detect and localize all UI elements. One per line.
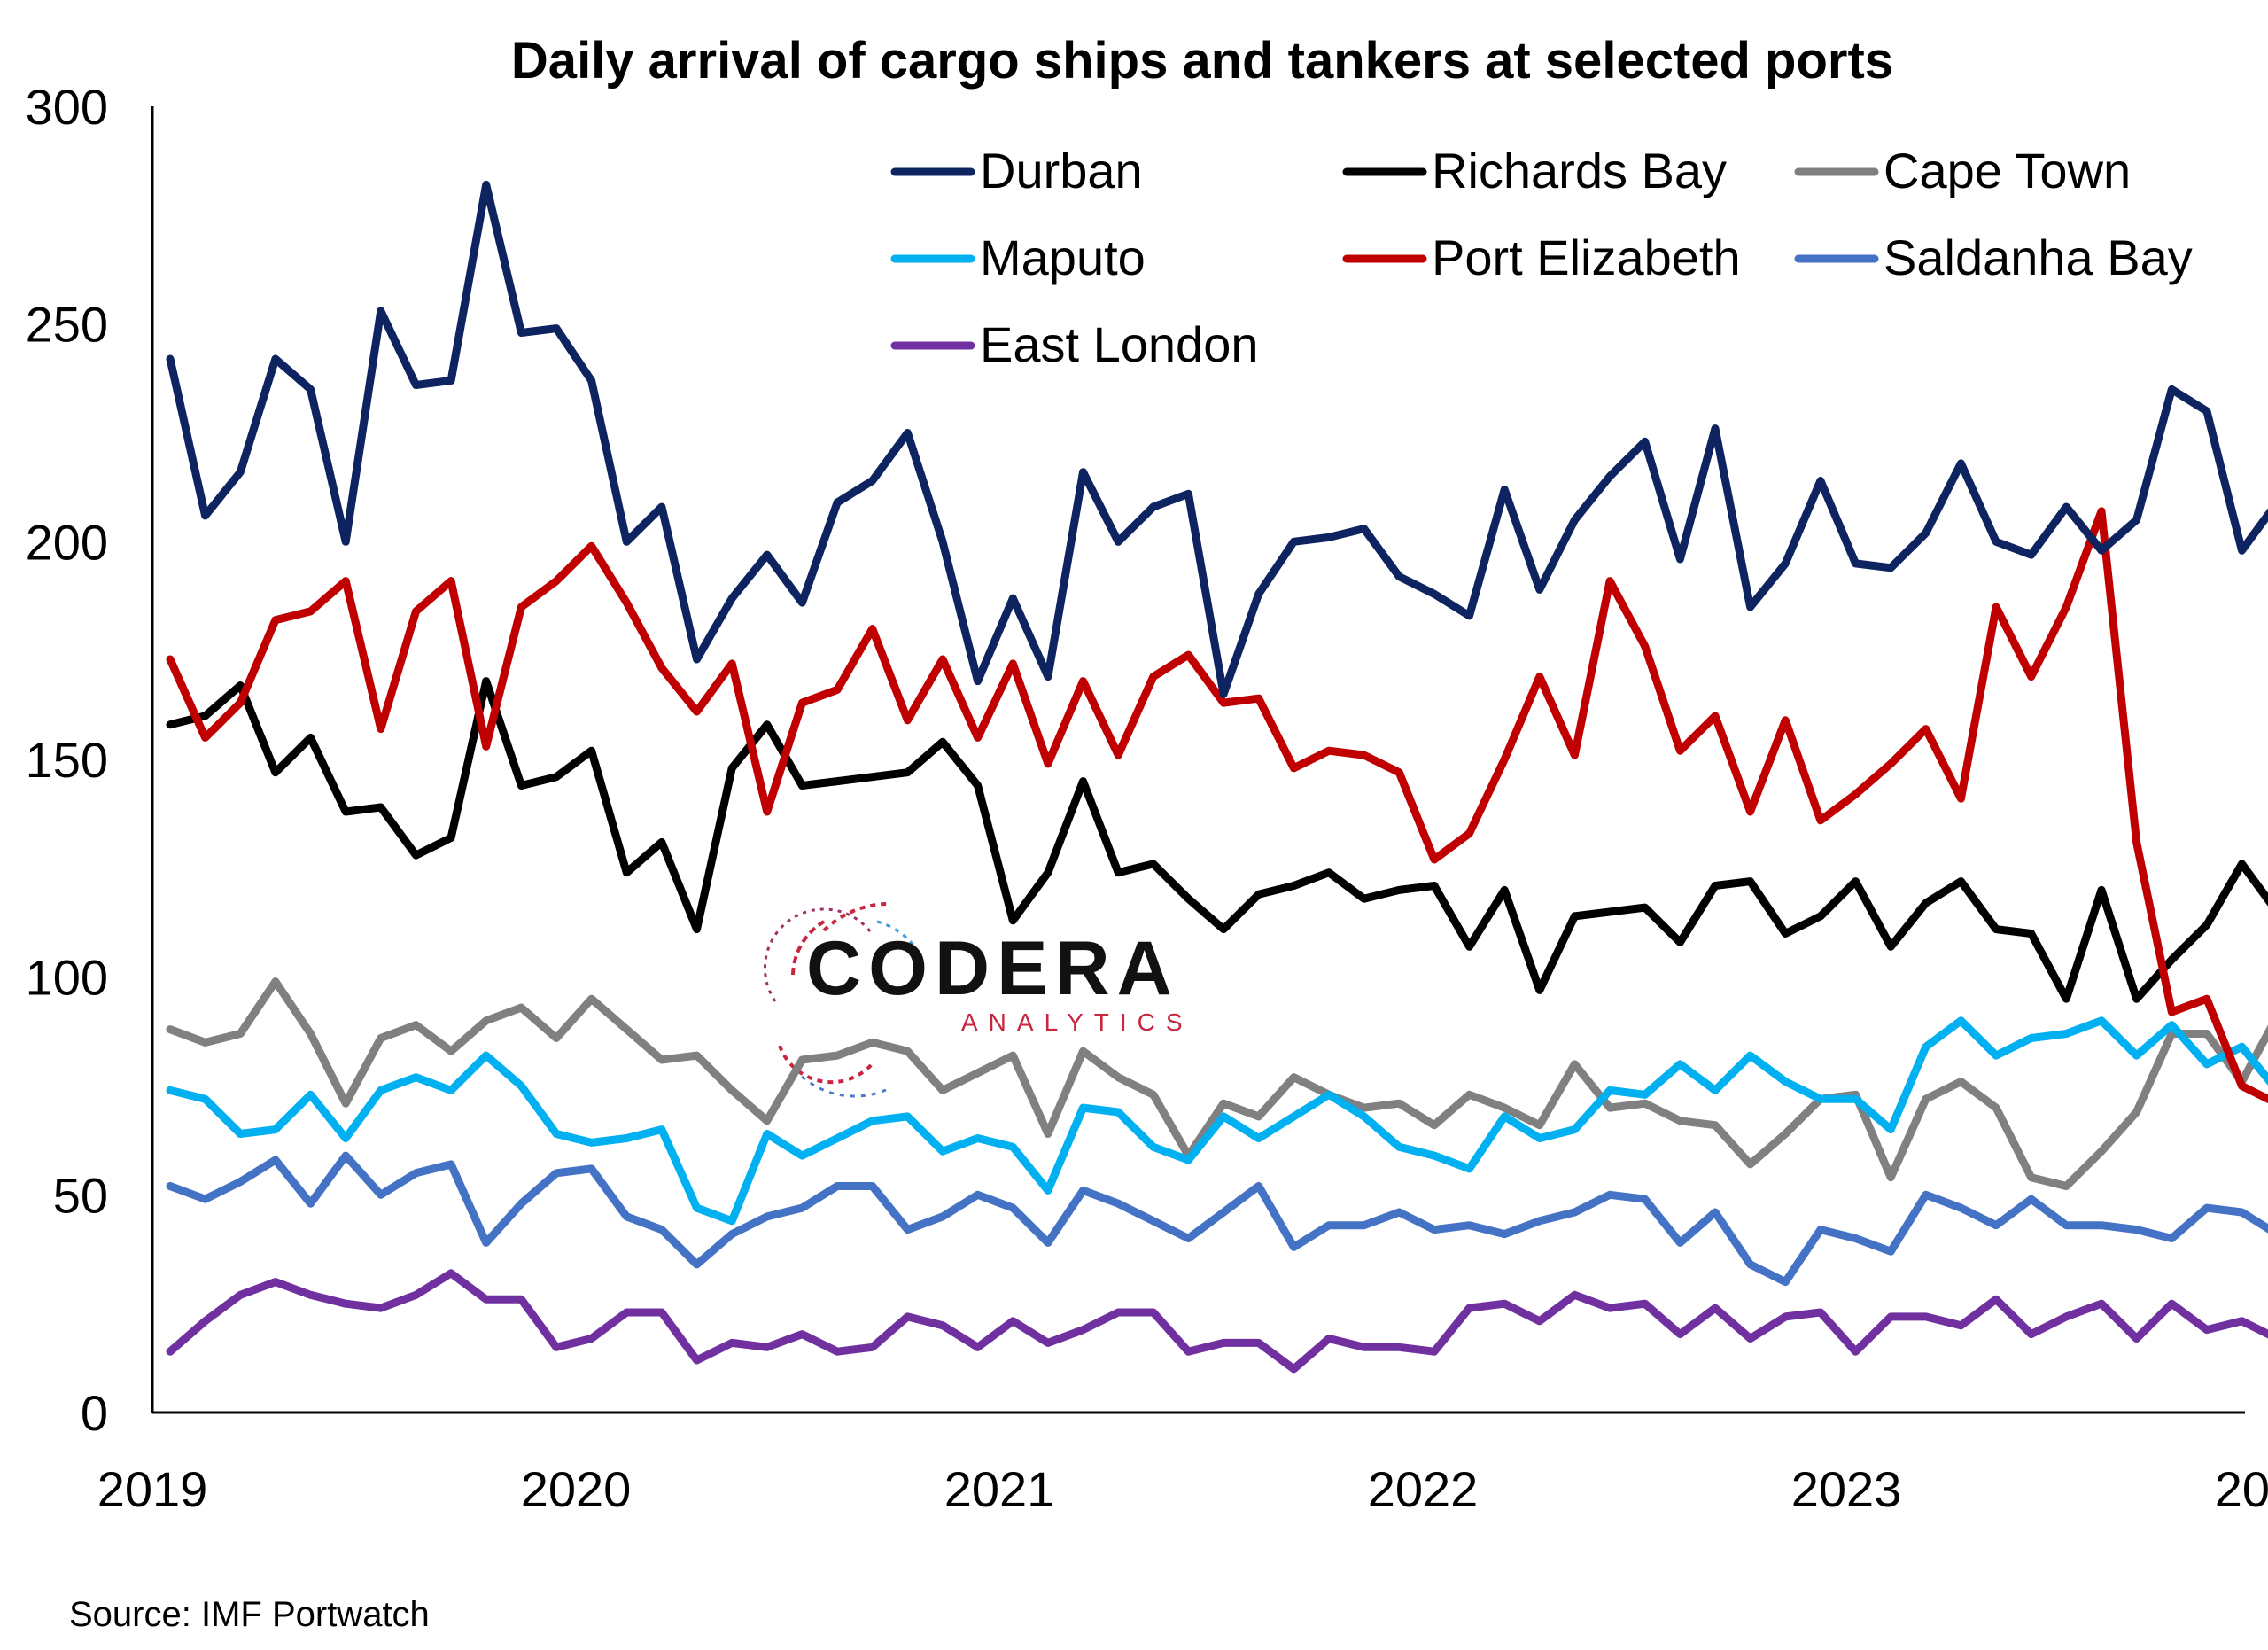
codera-circuit-icon [763,901,923,1098]
codera-analytics-logo: CODERA ANALYTICS [763,901,1193,1098]
legend-label-saldanha-bay: Saldanha Bay [1884,230,2193,285]
legend-label-maputo: Maputo [980,230,1146,285]
series-line-maputo [166,1016,2268,1226]
legend-label-durban: Durban [980,143,1143,198]
legend-label-east-london: East London [980,316,1258,372]
source-note: Source: IMF Portwatch [69,1595,430,1634]
legend-label-port-elizabeth: Port Elizabeth [1432,230,1741,285]
legend-label-cape-town: Cape Town [1884,143,2131,198]
series-line-durban [166,180,2268,698]
series-line-saldanha-bay [166,1151,2268,1287]
series-line-richards-bay [166,677,2268,1003]
x-axis-ticks: 2019 2020 2021 2022 2023 2024 [97,1461,2268,1517]
chart-title: Daily arrival of cargo ships and tankers… [511,32,1893,90]
series-layer [166,180,2268,1374]
series-line-cape-town [166,977,2268,1190]
y-tick-label: 300 [26,79,108,135]
logo-sub-text: ANALYTICS [961,1008,1193,1036]
y-axis-ticks: 0 50 100 150 200 250 300 [26,79,108,1441]
y-tick-label: 150 [26,732,108,788]
series-line-east-london [166,1269,2268,1374]
y-tick-label: 0 [81,1385,108,1441]
legend-label-richards-bay: Richards Bay [1432,143,1727,198]
logo-main-text: CODERA [806,926,1179,1011]
x-tick-label: 2023 [1791,1461,1902,1517]
legend: Durban Richards Bay Cape Town Maputo Port El… [890,143,2193,372]
y-tick-label: 250 [26,297,108,353]
x-tick-label: 2024 [2215,1461,2268,1517]
x-tick-label: 2022 [1368,1461,1479,1517]
series-line-port-elizabeth [166,507,2268,1104]
x-tick-label: 2020 [521,1461,632,1517]
y-tick-label: 50 [53,1167,108,1223]
y-tick-label: 100 [26,950,108,1006]
x-tick-label: 2019 [97,1461,208,1517]
y-tick-label: 200 [26,514,108,570]
x-tick-label: 2021 [944,1461,1055,1517]
